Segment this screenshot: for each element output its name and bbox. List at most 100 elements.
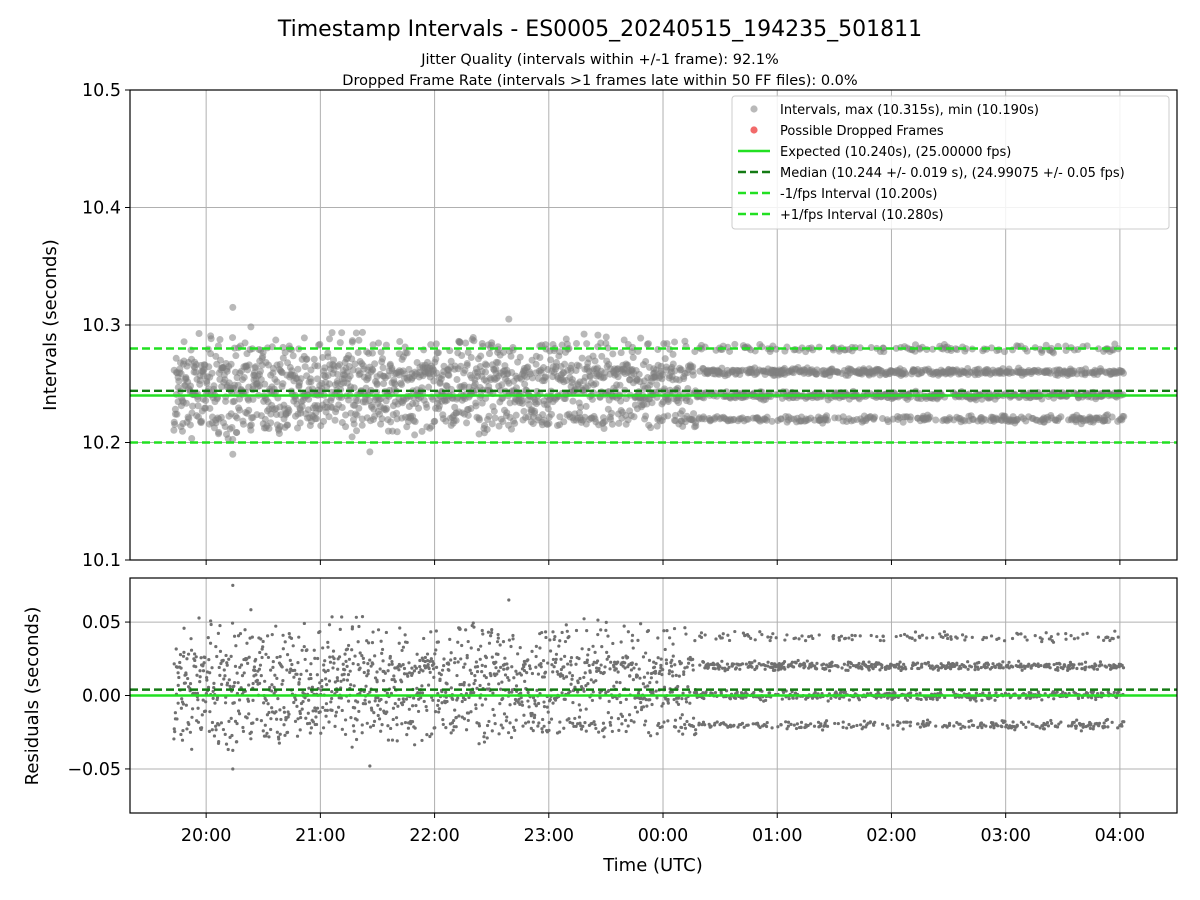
residual-point (285, 653, 290, 657)
residual-point (485, 736, 489, 740)
interval-point (432, 340, 440, 348)
residual-point (554, 657, 558, 661)
residual-point (720, 636, 724, 640)
residual-point (360, 615, 365, 619)
residual-point (249, 730, 253, 734)
residual-point (976, 667, 980, 671)
residual-point (783, 638, 787, 642)
residual-point (212, 681, 216, 685)
interval-point (637, 334, 645, 342)
residual-point (227, 678, 231, 682)
residual-point (218, 673, 222, 677)
interval-point (516, 353, 524, 361)
residual-point (586, 681, 590, 686)
residual-point (714, 637, 718, 641)
residual-point (309, 726, 314, 730)
residual-point (423, 659, 427, 664)
residual-point (299, 672, 303, 676)
residual-point (214, 728, 218, 732)
residual-point (441, 717, 445, 722)
residual-point (548, 638, 552, 642)
residual-point (960, 633, 965, 637)
interval-point (285, 407, 293, 415)
residual-point (473, 678, 477, 683)
residual-point (449, 651, 453, 655)
interval-point (1001, 348, 1009, 356)
residual-point (595, 659, 600, 663)
residual-point (973, 668, 977, 672)
residual-point (282, 710, 287, 714)
residual-point (330, 689, 334, 694)
residual-point (857, 698, 861, 702)
interval-point (871, 413, 879, 421)
residual-point (486, 630, 491, 634)
residual-point (190, 715, 194, 719)
residual-point (327, 623, 332, 627)
residual-point (674, 673, 678, 677)
residual-point (280, 665, 284, 669)
residual-point (434, 648, 438, 652)
interval-point (352, 329, 360, 337)
residual-point (662, 720, 666, 724)
residual-point (413, 743, 417, 747)
interval-point (216, 336, 224, 344)
residual-point (825, 724, 830, 728)
residual-point (766, 660, 770, 664)
residual-point (469, 710, 473, 714)
residual-point (429, 630, 433, 634)
residual-point (230, 733, 234, 738)
interval-point (418, 427, 426, 435)
residual-point (447, 668, 451, 672)
legend-marker-dropped (750, 126, 758, 134)
residual-point (367, 700, 371, 704)
interval-point (535, 398, 543, 406)
residual-point (181, 654, 186, 658)
interval-point (659, 371, 667, 379)
residual-point (264, 698, 268, 703)
residual-point (293, 668, 297, 672)
residual-point (584, 729, 588, 733)
interval-point (319, 353, 327, 361)
residual-point (533, 713, 537, 717)
interval-point (411, 418, 419, 426)
residual-point (597, 666, 601, 671)
residual-point (873, 720, 877, 724)
residual-point (673, 725, 678, 729)
residual-point (208, 710, 212, 714)
interval-point (561, 360, 569, 368)
residual-point (391, 706, 396, 710)
residual-point (759, 698, 763, 702)
residual-point (336, 667, 340, 671)
residual-point (402, 666, 407, 671)
residual-point (478, 657, 482, 661)
interval-point (475, 430, 483, 438)
residual-point (440, 701, 444, 705)
residual-point (569, 663, 573, 667)
interval-point (463, 419, 471, 427)
residual-point (239, 663, 244, 667)
residual-point (699, 631, 704, 635)
interval-point (353, 427, 361, 435)
residual-point (1010, 636, 1015, 641)
residual-point (208, 641, 213, 645)
residual-point (274, 710, 278, 714)
residual-point (462, 665, 466, 669)
residual-point (966, 660, 970, 664)
residual-point (411, 704, 415, 708)
interval-point (393, 409, 401, 417)
interval-point (338, 329, 346, 337)
residual-point (596, 618, 600, 622)
residual-point (383, 671, 387, 675)
residual-point (281, 679, 285, 683)
interval-point (772, 345, 780, 353)
residual-point (684, 700, 689, 704)
residual-point (567, 717, 571, 721)
interval-point (325, 380, 333, 388)
residual-point (422, 636, 426, 641)
residual-point (851, 724, 856, 728)
residual-point (400, 648, 404, 653)
residual-point (187, 722, 191, 726)
residual-point (472, 691, 476, 695)
residual-point (607, 699, 611, 703)
residual-point (401, 663, 405, 667)
